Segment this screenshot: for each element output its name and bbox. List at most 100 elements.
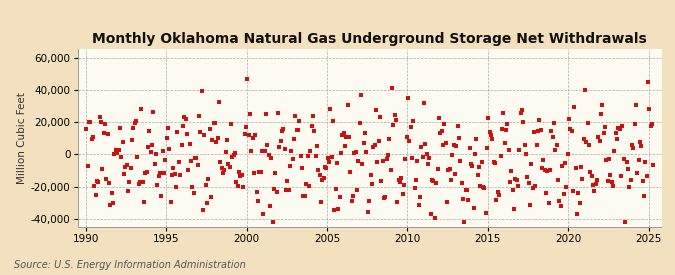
Point	[475, 184, 486, 189]
Point	[622, 167, 633, 171]
Point	[240, 125, 251, 129]
Point	[512, 184, 523, 188]
Point	[561, 185, 572, 189]
Point	[520, 152, 531, 156]
Point	[556, 204, 566, 208]
Point	[549, 121, 560, 125]
Point	[499, 141, 510, 145]
Point	[603, 157, 614, 161]
Point	[373, 138, 384, 143]
Point	[270, 170, 281, 175]
Point	[593, 135, 603, 139]
Point	[487, 137, 498, 141]
Point	[331, 161, 342, 165]
Point	[640, 160, 651, 164]
Point	[360, 131, 371, 136]
Point	[314, 173, 325, 177]
Point	[304, 184, 315, 188]
Point	[99, 131, 109, 135]
Point	[398, 192, 408, 197]
Point	[278, 127, 289, 131]
Point	[244, 112, 255, 116]
Point	[591, 178, 602, 182]
Point	[132, 154, 142, 159]
Point	[399, 183, 410, 187]
Point	[103, 131, 113, 136]
Point	[414, 195, 425, 199]
Point	[616, 174, 626, 178]
Point	[301, 182, 312, 186]
Point	[350, 150, 361, 155]
Point	[462, 188, 472, 192]
Point	[584, 143, 595, 147]
Point	[459, 220, 470, 224]
Point	[318, 176, 329, 180]
Point	[451, 144, 462, 148]
Point	[602, 179, 613, 183]
Point	[151, 152, 161, 157]
Point	[406, 156, 417, 161]
Point	[206, 195, 217, 199]
Point	[259, 148, 270, 153]
Point	[633, 158, 644, 162]
Point	[590, 182, 601, 186]
Point	[553, 178, 564, 182]
Point	[599, 125, 610, 130]
Point	[345, 170, 356, 174]
Point	[128, 126, 138, 130]
Point	[383, 153, 394, 157]
Point	[444, 167, 455, 171]
Point	[167, 172, 178, 177]
Point	[613, 126, 624, 131]
Point	[409, 186, 420, 191]
Point	[124, 180, 134, 185]
Point	[508, 207, 519, 212]
Point	[238, 185, 248, 189]
Point	[504, 179, 515, 184]
Point	[296, 154, 306, 158]
Point	[601, 158, 612, 163]
Point	[648, 163, 659, 167]
Point	[129, 121, 140, 125]
Point	[578, 137, 589, 141]
Point	[439, 122, 450, 126]
Point	[506, 169, 516, 174]
Point	[161, 136, 172, 141]
Point	[583, 120, 593, 125]
Point	[558, 192, 569, 197]
Point	[338, 131, 349, 135]
Point	[305, 149, 316, 153]
Point	[542, 169, 553, 173]
Point	[441, 200, 452, 204]
Point	[534, 118, 545, 122]
Point	[134, 179, 145, 184]
Point	[254, 170, 265, 174]
Point	[207, 138, 218, 142]
Point	[577, 177, 588, 181]
Point	[165, 200, 176, 204]
Point	[112, 151, 123, 155]
Point	[230, 151, 240, 155]
Point	[500, 128, 511, 133]
Point	[145, 150, 156, 154]
Point	[427, 178, 437, 183]
Point	[284, 188, 294, 192]
Point	[169, 172, 180, 176]
Point	[101, 177, 112, 181]
Point	[527, 186, 538, 190]
Point	[223, 162, 234, 166]
Point	[125, 166, 136, 170]
Point	[485, 130, 495, 134]
Point	[198, 208, 209, 213]
Point	[269, 186, 279, 191]
Point	[647, 121, 657, 126]
Point	[435, 131, 446, 135]
Point	[481, 210, 491, 215]
Point	[460, 187, 471, 192]
Point	[470, 152, 481, 156]
Point	[526, 161, 537, 166]
Point	[263, 153, 274, 157]
Point	[423, 162, 433, 166]
Point	[308, 114, 319, 118]
Point	[348, 194, 358, 198]
